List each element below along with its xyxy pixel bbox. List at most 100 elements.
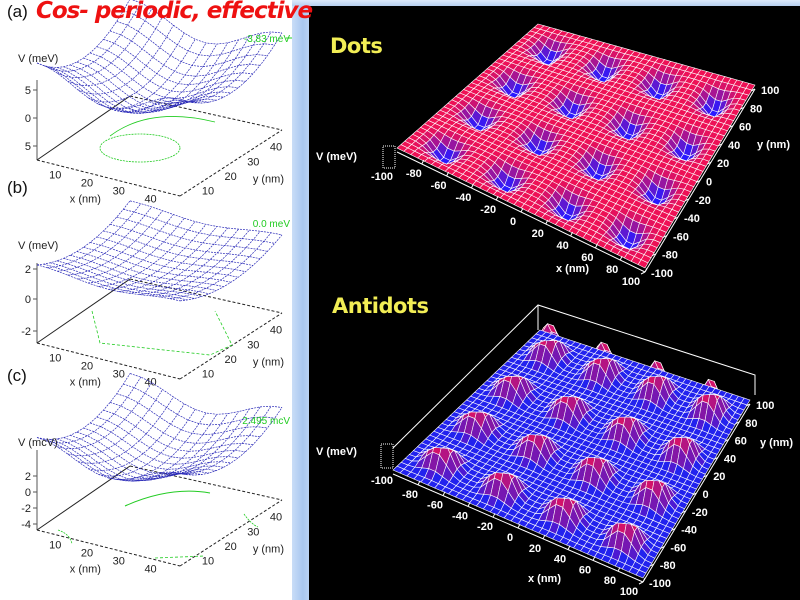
panel-antidots-x-tick-label: -40 (452, 510, 468, 522)
panel-dots-y-tick (739, 106, 745, 110)
panel-b-mesh-line (129, 200, 283, 236)
panel-a-annotation: -3.83 meV (244, 34, 290, 45)
panel-a-mesh-line (116, 21, 268, 67)
panel-b-y-tick-label: 30 (247, 339, 259, 351)
panel-antidots-x-tick (542, 534, 546, 540)
panel-c-y-tick-label: 30 (247, 526, 259, 538)
panel-a-y-tick-label: 10 (202, 186, 214, 198)
panel-a-x-tick-label: 40 (144, 194, 156, 206)
panel-a-mesh-line (109, 30, 261, 77)
panel-antidots-y-tick-label: -80 (660, 560, 676, 572)
panel-a-mesh-line (57, 8, 153, 78)
panel-b-mesh-line (159, 230, 261, 298)
panel-antidots-x-tick (642, 577, 646, 583)
panel-antidots-x-tick-label: -60 (427, 500, 443, 512)
panel-b-y-tick-label: 40 (270, 325, 282, 337)
panel-a-mesh-line (139, 39, 239, 110)
panel-antidots-x-tick-label: -80 (402, 489, 418, 501)
panel-c-mesh-line (103, 409, 253, 452)
panel-a-mesh-line (63, 66, 210, 114)
panel-c-x-tick-label: 10 (49, 540, 61, 552)
panel-antidots-x-tick (567, 545, 571, 550)
panel-b-mesh-line (98, 221, 196, 287)
panel-a-y-tick-label: 20 (225, 171, 237, 183)
panel-b-mesh-line (149, 229, 250, 297)
panel-c-back-edge-2 (129, 465, 283, 501)
panel-c-x-axis (36, 529, 181, 567)
panel-dots-x-tick-label: 80 (606, 264, 618, 276)
panel-label-c: (c) (7, 366, 27, 385)
panel-antidots-y-tick-label: -60 (670, 542, 686, 554)
panel-dots-x-tick (446, 171, 450, 177)
slide-divider-strip (292, 0, 310, 600)
panel-antidots-x-tick (517, 523, 521, 529)
panel-c-contour (243, 513, 259, 528)
panel-dots-y-tick (651, 253, 657, 257)
panel-dots-y-tick-label: 80 (750, 103, 762, 115)
panel-b-z-tick-label: 2 (25, 264, 31, 276)
panel-b-mesh-line (43, 263, 188, 301)
panel-dots-y-tick-label: -80 (662, 250, 678, 262)
panel-antidots-y-tick (649, 563, 654, 567)
panel-c-annotation: 2.495 mcV (242, 416, 290, 427)
panel-dots-y-tick (684, 198, 690, 202)
panel-antidots-x-tick (592, 556, 596, 561)
panel-c-y-axis-label: y (nm) (253, 543, 284, 555)
panel-b-mesh-line (139, 228, 239, 295)
dots-title: Dots (330, 34, 383, 58)
panel-dots-y-axis-label: y (nm) (757, 139, 790, 151)
panel-a-x-tick-label: 10 (49, 170, 61, 182)
panel-label-b: (b) (7, 178, 28, 197)
panel-dots-z-axis-label: V (meV) (316, 151, 357, 163)
panel-a-z-tick-label: 5 (25, 85, 31, 97)
panel-dots-z-tick-label: -100 (371, 171, 393, 183)
panel-a-mesh-line (67, 16, 163, 86)
panel-dots-x-tick (619, 255, 623, 261)
panel-c-z-axis-label: V (mcV) (18, 437, 58, 449)
panel-c-mesh-line (123, 383, 275, 426)
panel-b-mesh-line (36, 200, 131, 266)
panel-a-z-axis-label: V (meV) (18, 53, 58, 65)
panel-antidots-y-tick-label: 80 (745, 418, 757, 430)
panel-b-z-tick-label: -2 (21, 326, 31, 338)
panel-dots-y-tick-label: 0 (706, 177, 712, 189)
panel-c-mesh-line (118, 414, 218, 482)
panel-a-z-tick-label: 0 (25, 113, 31, 125)
panel-dots-y-tick (640, 271, 646, 275)
panel-antidots-z-tick-label: -100 (371, 475, 393, 487)
panel-dots-x-tick (520, 207, 524, 213)
panel-b-back-edge-2 (129, 278, 283, 314)
panel-b-mesh-line (123, 208, 275, 244)
slide-title: Cos- periodic, effective (36, 0, 313, 24)
panel-c-z-tick-label: -2 (21, 503, 31, 515)
panel-c-x-axis-label: x (nm) (70, 564, 101, 576)
panel-b-mesh-line (83, 246, 232, 283)
panel-antidots-y-tick (735, 421, 740, 425)
panel-a-z-tick-label: 5 (25, 141, 31, 153)
panel-antidots-x-tick-label: 0 (507, 532, 513, 544)
panel-a-mesh-line (159, 33, 261, 104)
panel-b-z-axis-label: V (meV) (18, 240, 58, 252)
panel-dots-x-tick-label: -40 (455, 192, 471, 204)
panel-c-back-edge (36, 465, 131, 531)
panel-dots-y-tick (750, 88, 756, 92)
panel-antidots-y-tick-label: 40 (724, 453, 736, 465)
panel-b-x-tick-label: 40 (144, 377, 156, 389)
panel-antidots-y-axis-label: y (nm) (760, 437, 793, 449)
panel-dots-x-tick-label: 100 (622, 276, 640, 288)
panel-a-mesh-line (131, 0, 283, 45)
panel-c-mesh-line (96, 416, 246, 459)
panel-a-mesh-line (50, 66, 195, 114)
panel-a-mesh-line (149, 36, 250, 107)
panel-antidots-y-tick-label: 100 (756, 400, 774, 412)
panel-antidots-y-tick (670, 528, 676, 532)
panel-b-back-edge (36, 278, 131, 344)
panel-antidots-y-tick (638, 581, 644, 585)
panel-antidots-x-tick-label: -20 (477, 521, 493, 533)
panel-a-mesh-line (103, 38, 253, 86)
panel-b-y-tick-label: 10 (202, 369, 214, 381)
panel-c-mesh-line (159, 406, 261, 475)
panel-b-mesh-line (108, 224, 207, 290)
panel-c-mesh-line (47, 376, 142, 444)
panel-c-mesh-line (88, 403, 185, 471)
